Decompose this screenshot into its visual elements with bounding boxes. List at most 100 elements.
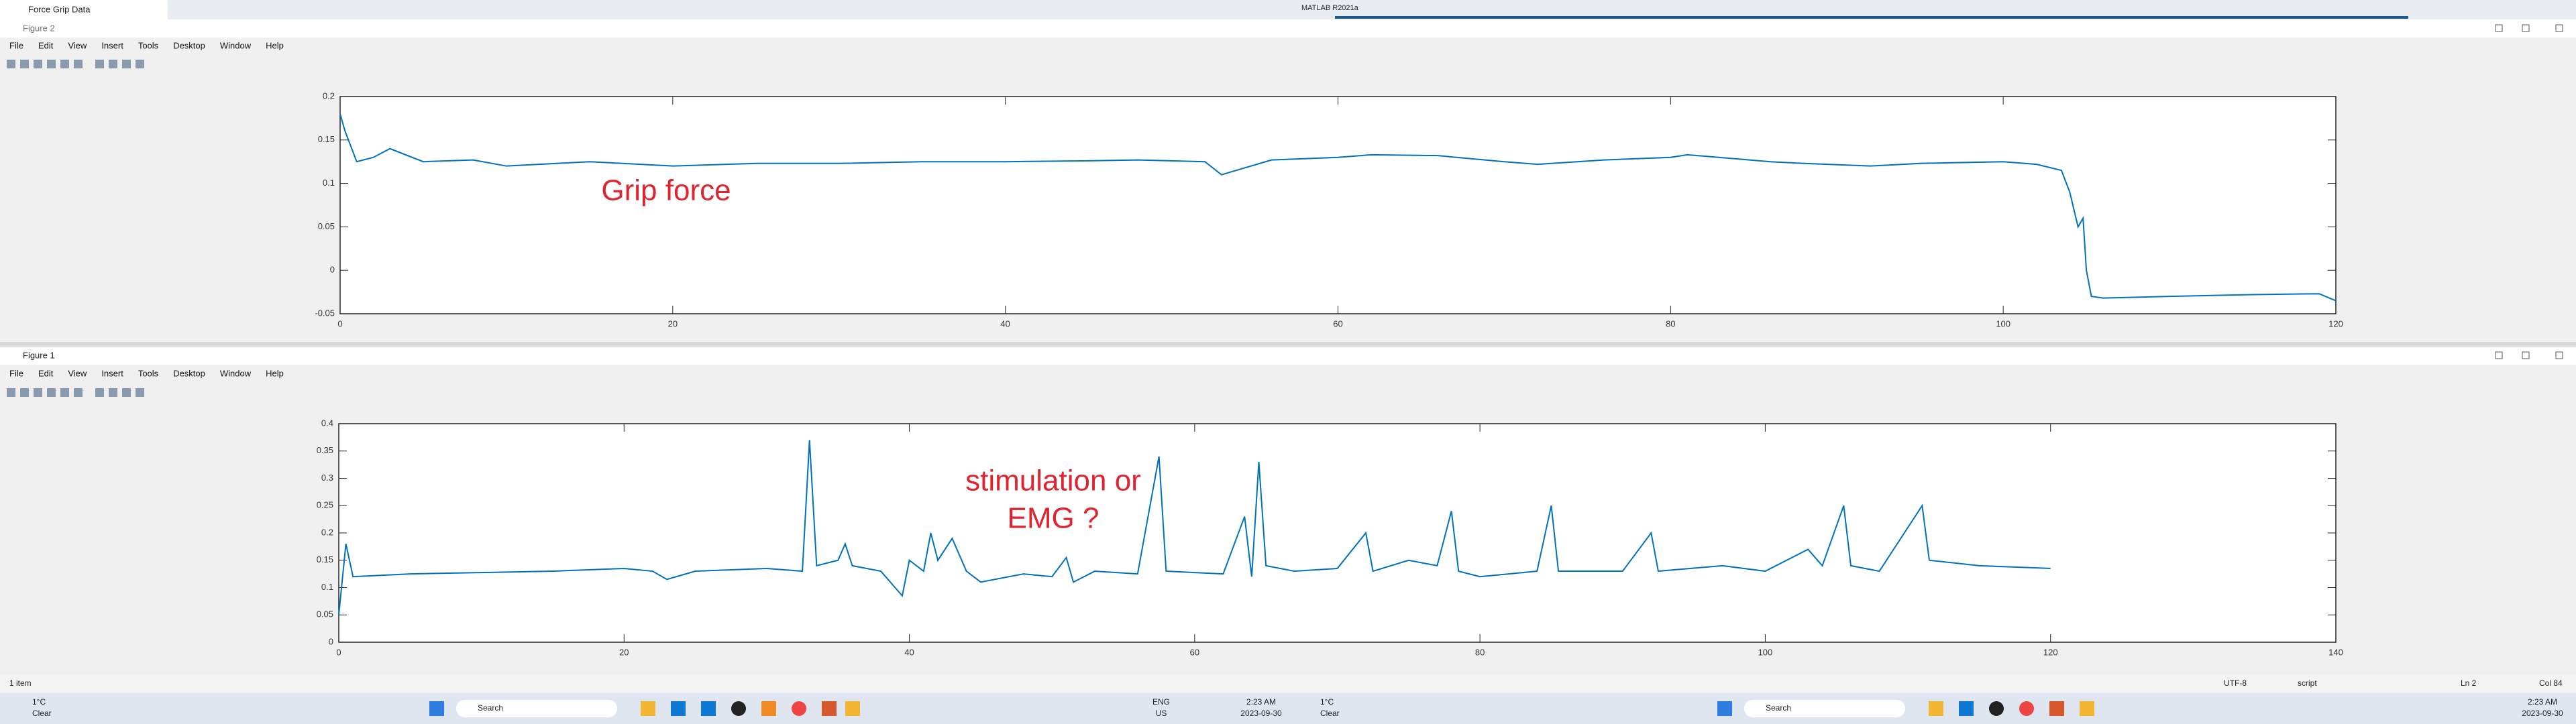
menu-item[interactable]: Help <box>266 368 284 378</box>
app-icon[interactable] <box>731 701 746 716</box>
matlab-title: MATLAB R2021a <box>1301 4 1359 12</box>
window-control[interactable] <box>2522 24 2530 32</box>
menu-item[interactable]: Tools <box>138 368 159 378</box>
menu-item[interactable]: Insert <box>101 368 123 378</box>
app-icon[interactable] <box>1989 701 2004 716</box>
data-line <box>339 113 2337 302</box>
app-icon[interactable] <box>822 701 837 716</box>
toolbar-button[interactable] <box>74 60 83 68</box>
toolbar-button[interactable] <box>109 60 117 68</box>
menu-item[interactable]: File <box>9 368 23 378</box>
menu-item[interactable]: Window <box>220 40 252 50</box>
matlab-strip <box>1335 16 2408 19</box>
y-tick-label: 0.35 <box>317 445 333 455</box>
toolbar-button[interactable] <box>20 388 29 397</box>
data-line <box>338 440 2051 615</box>
y-tick-label: -0.05 <box>315 308 335 318</box>
toolbar-button[interactable] <box>95 60 104 68</box>
browser-tab[interactable] <box>0 0 168 19</box>
x-tick-label: 20 <box>668 318 678 328</box>
app-icon[interactable] <box>701 701 716 716</box>
x-tick-label: 0 <box>336 647 341 657</box>
app-icon[interactable] <box>671 701 686 716</box>
status-items: 1 item <box>9 678 32 688</box>
weather: Clear <box>1320 709 1340 718</box>
menu-item[interactable]: Desktop <box>173 368 205 378</box>
window-control[interactable] <box>2522 351 2530 359</box>
app-icon[interactable] <box>2080 701 2094 716</box>
toolbar-button[interactable] <box>74 388 83 397</box>
y-tick-label: 0.2 <box>321 527 333 537</box>
app-icon[interactable] <box>2019 701 2034 716</box>
menu-item[interactable]: Desktop <box>173 40 205 50</box>
app-icon[interactable] <box>1959 701 1974 716</box>
annotation: EMG ? <box>1008 502 1099 535</box>
x-tick-label: 0 <box>337 318 342 328</box>
menu-toolbar <box>0 38 2576 74</box>
x-tick-label: 80 <box>1475 647 1485 657</box>
status-line: Ln 2 <box>2461 678 2477 688</box>
menu-item[interactable]: View <box>68 368 87 378</box>
toolbar-button[interactable] <box>47 60 56 68</box>
search-label: Search <box>1766 703 1791 713</box>
app-icon[interactable] <box>845 701 860 716</box>
taskbar-icons <box>429 701 2094 716</box>
y-tick-label: 0.3 <box>321 473 333 483</box>
toolbar-button[interactable] <box>136 388 144 397</box>
menu-item[interactable]: Tools <box>138 40 159 50</box>
y-tick-label: 0 <box>329 636 333 646</box>
y-tick-label: 0.25 <box>317 500 333 510</box>
app-icon[interactable] <box>2049 701 2064 716</box>
window-control[interactable] <box>2555 351 2563 359</box>
toolbar-button[interactable] <box>60 60 69 68</box>
toolbar-button[interactable] <box>136 60 144 68</box>
clock-time: 2:23 AM <box>1246 697 1276 707</box>
x-tick-label: 140 <box>2328 647 2343 657</box>
menu-toolbar <box>0 365 2576 402</box>
toolbar-button[interactable] <box>122 60 131 68</box>
toolbar-button[interactable] <box>122 388 131 397</box>
window-control[interactable] <box>2555 24 2563 32</box>
start-button[interactable] <box>429 701 444 716</box>
y-tick-label: 0.05 <box>318 221 335 231</box>
x-tick-label: 40 <box>904 647 914 657</box>
y-tick-label: 0.4 <box>321 418 333 428</box>
annotation: stimulation or <box>965 465 1141 497</box>
x-tick-label: 20 <box>619 647 629 657</box>
window-control[interactable] <box>2495 24 2503 32</box>
clock-time: 2:23 AM <box>2528 697 2557 707</box>
menu-item[interactable]: Insert <box>101 40 123 50</box>
window-title: Figure 1 <box>23 350 55 360</box>
menu-item[interactable]: Edit <box>38 40 54 50</box>
toolbar-button[interactable] <box>95 388 104 397</box>
start-button[interactable] <box>1717 701 1732 716</box>
toolbar-button[interactable] <box>7 60 15 68</box>
weather-temp: 1°C <box>1320 697 1334 707</box>
menu-item[interactable]: File <box>9 40 23 50</box>
toolbar-button[interactable] <box>20 60 29 68</box>
toolbar-button[interactable] <box>60 388 69 397</box>
menu-item[interactable]: Window <box>220 368 252 378</box>
search-box[interactable] <box>1744 700 1905 717</box>
menu-item[interactable]: Help <box>266 40 284 50</box>
window-title: Figure 2 <box>23 23 55 33</box>
app-icon[interactable] <box>792 701 806 716</box>
status-col: Col 84 <box>2539 678 2563 688</box>
window-control[interactable] <box>2495 351 2503 359</box>
app-icon[interactable] <box>1929 701 1943 716</box>
menu-item[interactable]: Edit <box>38 368 54 378</box>
separator <box>0 342 2576 347</box>
toolbar-button[interactable] <box>47 388 56 397</box>
x-tick-label: 80 <box>1666 318 1675 328</box>
toolbar-button[interactable] <box>34 60 42 68</box>
app-icon[interactable] <box>641 701 655 716</box>
menu-item[interactable]: View <box>68 40 87 50</box>
search-box[interactable] <box>456 700 617 717</box>
x-tick-label: 100 <box>1758 647 1773 657</box>
toolbar-button[interactable] <box>7 388 15 397</box>
toolbar-button[interactable] <box>34 388 42 397</box>
status-encoding: UTF-8 <box>2224 678 2247 688</box>
search-label: Search <box>478 703 503 713</box>
app-icon[interactable] <box>761 701 776 716</box>
toolbar-button[interactable] <box>109 388 117 397</box>
